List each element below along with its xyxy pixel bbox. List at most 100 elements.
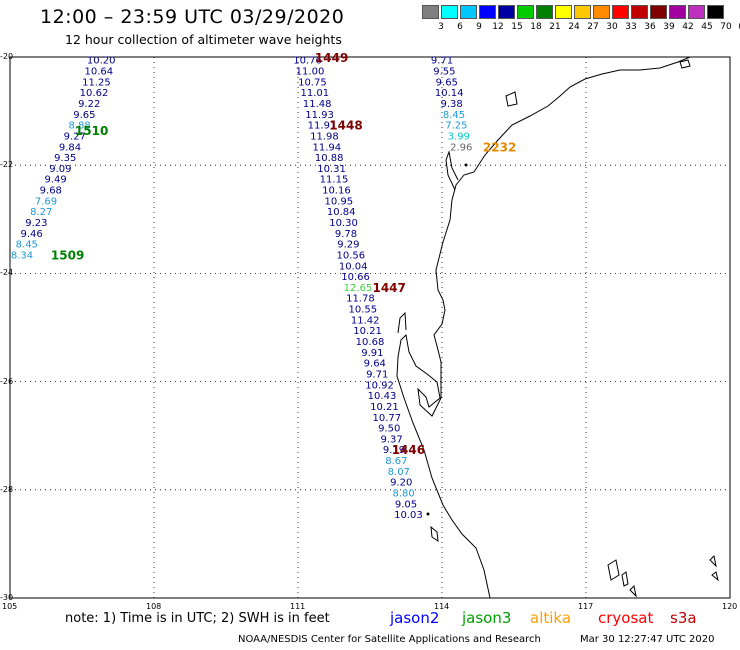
wave-height-value: 9.37: [380, 434, 402, 445]
wave-height-value: 9.35: [54, 153, 76, 164]
pass-time-label: 1449: [315, 51, 348, 65]
wave-height-value: 10.64: [84, 67, 113, 78]
wave-height-value: 8.88: [68, 121, 90, 132]
wave-height-value: 10.43: [368, 391, 397, 402]
wave-height-value: 12.65: [344, 283, 373, 294]
wave-height-value: 10.84: [327, 207, 356, 218]
scale-label: 12: [492, 22, 504, 32]
lon-tick-label: 117: [578, 602, 594, 611]
island-barrow: [505, 91, 518, 107]
wave-height-value: 11.25: [82, 77, 111, 88]
wave-height-value: 11.91: [308, 121, 337, 132]
wave-height-value: 10.62: [80, 88, 109, 99]
pass-time-label: 1447: [372, 281, 405, 295]
wave-height-value: 2.96: [450, 142, 472, 153]
wave-height-value: 9.09: [49, 164, 71, 175]
scale-swatch: [498, 5, 515, 19]
wave-height-value: 11.15: [320, 175, 349, 186]
wave-height-value: 10.14: [435, 88, 464, 99]
scale-swatch: [650, 5, 667, 19]
wave-height-values: 10.2010.6411.2510.629.229.658.889.279.84…: [11, 56, 472, 521]
wave-height-value: 10.21: [353, 326, 382, 337]
wave-height-value: 10.55: [348, 305, 377, 316]
scale-label: 30: [606, 22, 618, 32]
lon-tick-label: 108: [146, 602, 162, 611]
scale-label: 6: [457, 22, 463, 32]
island-small-ne: [679, 59, 691, 69]
scale-swatch: [479, 5, 496, 19]
wave-height-value: 9.65: [73, 110, 95, 121]
wave-height-value: 10.77: [372, 413, 401, 424]
wave-height-value: 9.78: [335, 229, 357, 240]
scale-label: 70: [720, 22, 732, 32]
scale-swatch: [536, 5, 553, 19]
scale-label: (ft): [734, 22, 740, 32]
wave-height-value: 11.93: [305, 110, 334, 121]
scale-label: 3: [438, 22, 444, 32]
wave-height-value: 9.27: [64, 131, 86, 142]
scale-label: 27: [587, 22, 599, 32]
wave-height-value: 10.30: [329, 218, 358, 229]
scale-swatch: [707, 5, 724, 19]
wave-height-value: 9.68: [40, 186, 62, 197]
wave-height-value: 11.94: [312, 142, 341, 153]
lon-tick-label: 120: [722, 602, 738, 611]
marker-dot-2232: [464, 163, 468, 167]
scale-swatch: [441, 5, 458, 19]
wave-height-value: 11.48: [303, 99, 332, 110]
wave-height-value: 10.68: [356, 337, 385, 348]
wave-height-value: 9.38: [440, 99, 462, 110]
scale-swatch: [688, 5, 705, 19]
wave-height-value: 9.91: [361, 348, 383, 359]
footer-credit: NOAA/NESDIS Center for Satellite Applica…: [238, 634, 541, 645]
legend-item-cryosat: cryosat: [598, 609, 654, 627]
wave-height-value: 8.67: [385, 456, 407, 467]
scale-swatch: [460, 5, 477, 19]
scale-swatch: [612, 5, 629, 19]
legend-item-s3a: s3a: [670, 609, 697, 627]
wave-height-value: 10.92: [365, 380, 394, 391]
marker-dot-1446: [426, 512, 430, 516]
wave-height-value: 9.71: [431, 56, 453, 67]
wave-height-value: 9.49: [44, 175, 66, 186]
lat-tick-label: -22: [0, 160, 14, 170]
legend-item-jason3: jason3: [462, 609, 512, 627]
wave-height-value: 9.55: [433, 67, 455, 78]
wave-height-value: 9.71: [366, 369, 388, 380]
wave-height-value: 9.29: [337, 240, 359, 251]
lat-tick-label: -26: [0, 376, 14, 386]
wave-height-value: 10.03: [394, 510, 423, 521]
scale-swatch: [517, 5, 534, 19]
scale-label: 15: [511, 22, 523, 32]
scale-label: 36: [644, 22, 656, 32]
pass-time-label: 1509: [51, 248, 84, 262]
wave-height-value: 7.25: [445, 121, 467, 132]
wave-height-value: 9.84: [59, 142, 81, 153]
wave-height-value: 8.45: [16, 240, 38, 251]
wave-height-value: 9.46: [20, 229, 42, 240]
wave-height-value: 10.95: [324, 196, 353, 207]
scale-label: 39: [663, 22, 675, 32]
wave-height-value: 9.65: [436, 77, 458, 88]
scale-swatch: [631, 5, 648, 19]
map-frame: [9, 56, 731, 599]
lon-tick-label: 105: [2, 602, 18, 611]
wave-height-value: 10.31: [317, 164, 346, 175]
pass-time-label: 2232: [483, 140, 516, 154]
lon-tick-label: 111: [290, 602, 306, 611]
pass-time-labels: 1449 1448 1447 1446 1510 1509 2232: [51, 51, 516, 457]
footer-timestamp: Mar 30 12:27:47 UTC 2020: [580, 634, 715, 645]
scale-swatch: [555, 5, 572, 19]
scale-label: 9: [476, 22, 482, 32]
scale-label: 21: [549, 22, 561, 32]
wave-height-value: 10.04: [339, 261, 368, 272]
wave-height-value: 10.20: [87, 56, 116, 67]
wave-height-value: 9.64: [364, 359, 386, 370]
wave-height-value: 9.22: [78, 99, 100, 110]
wave-height-value: 10.66: [341, 272, 370, 283]
page-title: 12:00 – 23:59 UTC 03/29/2020: [40, 6, 345, 28]
scale-swatch: [593, 5, 610, 19]
wave-height-value: 10.76: [293, 56, 322, 67]
